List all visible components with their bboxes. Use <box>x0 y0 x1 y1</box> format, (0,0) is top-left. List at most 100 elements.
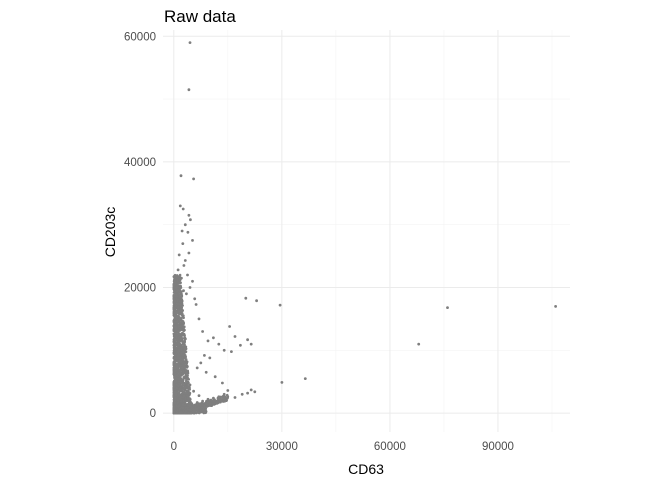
data-point <box>177 324 180 327</box>
data-point <box>179 338 183 341</box>
data-point <box>177 348 181 352</box>
data-point <box>180 410 183 414</box>
x-tick-label: 0 <box>171 441 177 453</box>
data-point <box>185 371 188 375</box>
data-point <box>179 321 182 325</box>
data-point <box>178 204 182 208</box>
data-point <box>182 289 185 293</box>
data-point <box>178 371 182 375</box>
data-point <box>210 404 214 407</box>
data-point <box>206 339 210 343</box>
data-point <box>176 298 180 301</box>
data-point <box>195 366 199 370</box>
data-point <box>176 308 180 311</box>
data-point <box>185 360 189 364</box>
data-point <box>188 41 192 44</box>
data-point <box>187 381 190 385</box>
y-tick-label: 0 <box>150 408 156 420</box>
data-point <box>244 296 248 300</box>
data-point <box>172 283 176 287</box>
data-point <box>177 385 180 388</box>
data-point <box>182 314 185 318</box>
data-point <box>173 294 176 298</box>
data-point <box>172 308 176 311</box>
data-point <box>212 336 215 340</box>
data-point <box>183 349 187 352</box>
data-point <box>186 369 189 373</box>
data-point <box>226 395 229 398</box>
data-point <box>178 373 182 377</box>
data-point <box>189 404 192 408</box>
data-point <box>183 259 187 262</box>
data-point <box>173 357 176 360</box>
data-point <box>203 411 207 414</box>
data-point <box>182 264 186 267</box>
x-axis-title: CD63 <box>348 461 384 477</box>
data-point <box>217 400 221 404</box>
y-tick-label: 40000 <box>124 157 156 169</box>
data-point <box>185 380 188 384</box>
data-point <box>174 332 177 335</box>
data-point <box>176 356 180 360</box>
minor-gridlines <box>163 30 570 432</box>
data-point <box>172 407 176 411</box>
data-point <box>253 390 257 394</box>
data-point <box>181 367 185 370</box>
data-point <box>176 315 179 319</box>
data-point <box>180 300 183 303</box>
data-point <box>249 388 253 392</box>
data-point <box>202 407 205 411</box>
data-point <box>177 305 180 309</box>
data-point <box>174 304 178 308</box>
data-point <box>180 276 183 280</box>
data-point <box>181 207 185 211</box>
data-point <box>246 338 250 342</box>
data-point <box>175 317 178 321</box>
data-point <box>187 400 190 403</box>
data-point <box>175 405 178 408</box>
data-point <box>172 365 176 369</box>
data-point <box>303 377 307 380</box>
data-point <box>178 286 182 290</box>
data-point <box>186 365 189 368</box>
data-point <box>212 396 215 400</box>
data-point <box>220 399 223 403</box>
data-point <box>177 393 181 396</box>
data-point <box>554 305 557 308</box>
data-point <box>178 380 181 383</box>
data-point <box>195 407 199 411</box>
x-tick-label: 90000 <box>482 441 514 453</box>
data-point <box>182 370 185 374</box>
x-tick-label: 30000 <box>266 441 298 453</box>
data-point <box>184 396 187 400</box>
data-point <box>181 312 184 316</box>
data-point <box>222 392 226 396</box>
x-axis-ticks: 0 30000 60000 90000 <box>171 441 514 453</box>
data-point <box>187 88 191 92</box>
data-point <box>176 322 179 325</box>
data-point <box>175 336 178 339</box>
data-point <box>194 405 197 408</box>
data-point <box>175 274 179 277</box>
major-gridlines <box>163 30 570 432</box>
data-points <box>176 41 557 407</box>
data-point <box>179 324 183 327</box>
data-point <box>187 406 190 409</box>
data-point <box>173 353 177 357</box>
data-point <box>181 406 185 410</box>
data-point <box>192 409 196 413</box>
data-point <box>198 411 201 415</box>
data-point <box>174 312 178 315</box>
data-point <box>189 398 192 401</box>
data-point <box>246 391 250 395</box>
data-point <box>193 297 197 301</box>
data-point <box>186 374 189 377</box>
data-point <box>173 273 177 277</box>
y-axis-title: CD203c <box>102 207 118 258</box>
data-point <box>221 381 224 385</box>
y-tick-label: 60000 <box>124 31 156 43</box>
data-point <box>177 333 181 336</box>
data-point <box>226 389 230 392</box>
data-point <box>184 375 187 379</box>
data-point <box>188 383 192 387</box>
